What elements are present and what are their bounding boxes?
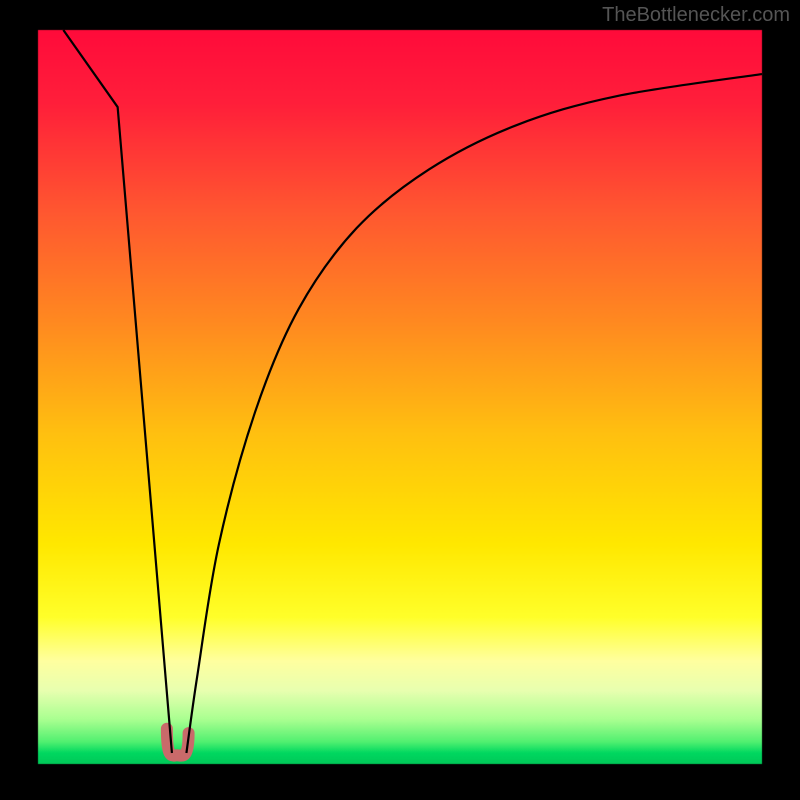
gradient-background [0, 0, 800, 800]
watermark-text: TheBottlenecker.com [602, 4, 790, 27]
chart-container: TheBottlenecker.com [0, 0, 800, 800]
